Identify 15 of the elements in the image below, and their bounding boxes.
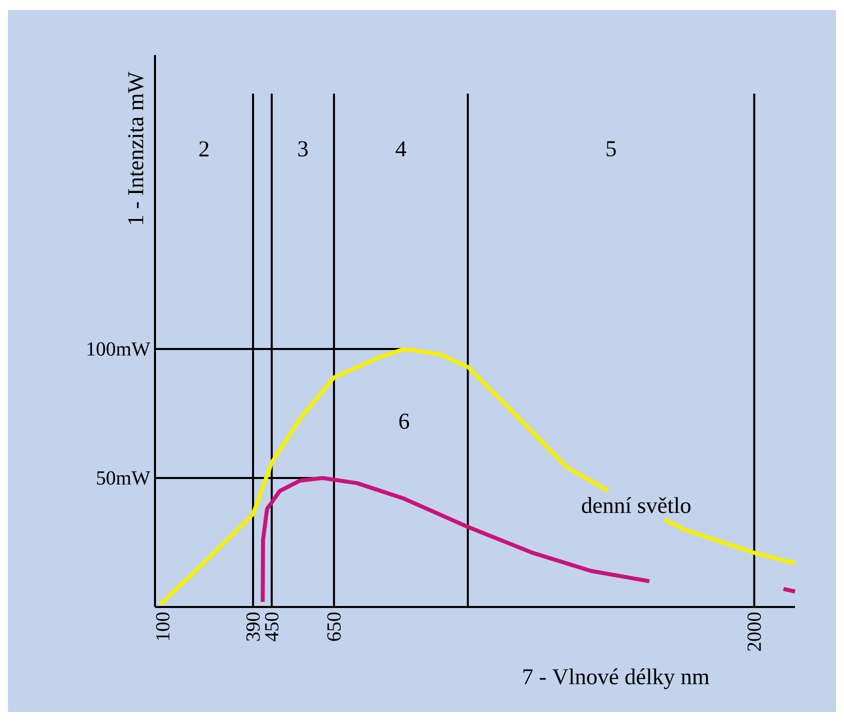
y-tick-label: 50mW <box>97 471 150 485</box>
y-tick-label: 100mW <box>88 342 150 356</box>
y-axis-title: 1 - Intenzita mW <box>128 72 144 224</box>
x-axis-title: 7 - Vlnové délky nm <box>523 668 710 690</box>
annotation: 6 <box>399 414 410 429</box>
x-tick-label: 450 <box>264 612 278 642</box>
annotation: 2 <box>199 141 208 156</box>
x-tick-label: 2000 <box>747 612 761 651</box>
annotation: 3 <box>298 141 308 156</box>
x-tick-label: 650 <box>327 612 341 641</box>
series-label: denní světlo <box>582 497 690 514</box>
x-tick-label: 100 <box>156 612 170 640</box>
annotation: 4 <box>396 141 406 156</box>
x-tick-label: 390 <box>246 612 260 641</box>
annotation: 5 <box>606 141 616 156</box>
